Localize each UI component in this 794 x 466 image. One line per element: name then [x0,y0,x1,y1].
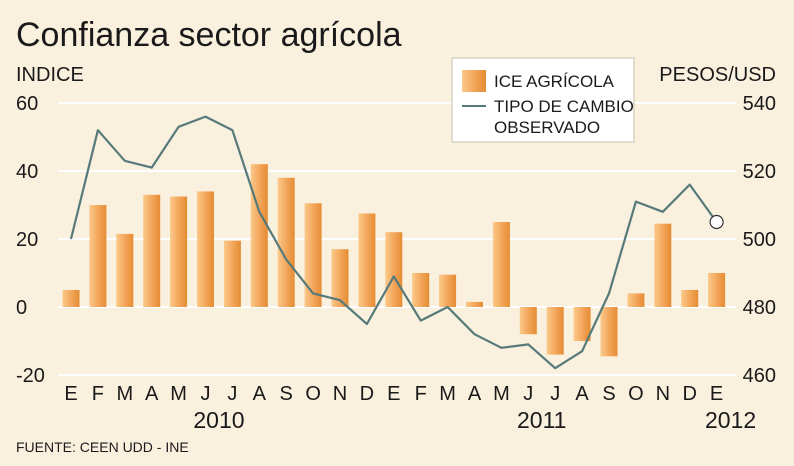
month-label: A [253,383,267,405]
bar [600,307,618,357]
month-label: F [415,383,427,405]
bar [492,222,510,307]
left-tick-label: -20 [16,365,45,387]
bar [708,273,726,307]
left-tick-label: 0 [16,297,27,319]
left-axis-title: INDICE [16,64,84,86]
left-tick-label: 40 [16,161,38,183]
bar [304,203,322,307]
bar [466,301,483,307]
legend-line-label-1: TIPO DE CAMBIO [494,97,634,116]
month-label: M [116,383,133,405]
last-point-marker [709,214,724,230]
right-tick-label: 460 [743,365,776,387]
month-label: O [305,383,321,405]
month-label: E [710,383,723,405]
source-note: FUENTE: CEEN UDD - INE [16,439,189,455]
right-tick-label: 520 [743,161,776,183]
bar [546,307,564,355]
bar [573,307,591,341]
year-label: 2010 [193,407,244,433]
month-label: J [550,383,560,405]
bar [654,223,672,307]
month-label: E [64,383,77,405]
bar [331,249,349,307]
month-label: F [92,383,104,405]
bar [385,232,403,307]
right-tick-label: 480 [743,297,776,319]
month-label: M [493,383,510,405]
month-label: A [468,383,482,405]
bar [277,177,295,307]
chart-title: Confianza sector agrícola [16,16,402,54]
bar [223,240,241,307]
legend-bar-swatch [462,70,486,92]
month-label: M [439,383,456,405]
month-label: A [145,383,159,405]
month-label: D [360,383,374,405]
legend: ICE AGRÍCOLA TIPO DE CAMBIO OBSERVADO [451,57,635,143]
legend-bar-label: ICE AGRÍCOLA [494,72,615,91]
month-label: N [333,383,347,405]
left-tick-label: 60 [16,93,38,115]
year-axis-labels: 2010 2011 2012 [193,407,756,433]
bar [197,191,214,307]
month-label: J [523,383,533,405]
bar [412,273,430,307]
month-label: O [628,383,644,405]
month-label: E [387,383,400,405]
right-axis-title: PESOS/USD [659,64,776,86]
bar [627,293,645,307]
legend-line-label-2: OBSERVADO [494,118,600,137]
right-axis-ticks: 540 520 500 480 460 [743,93,776,387]
bar [358,213,376,307]
exchange-rate-line [69,115,718,370]
bar [519,307,537,335]
year-label: 2011 [517,407,566,433]
bar-series [62,164,726,357]
month-label: N [656,383,670,405]
bar [89,205,107,307]
bar [62,290,80,307]
bar [143,194,161,307]
month-label: S [280,383,293,405]
month-label: J [201,383,211,405]
bar [116,233,134,307]
right-tick-label: 540 [743,93,776,115]
month-label: S [602,383,615,405]
right-tick-label: 500 [743,229,776,251]
bar [681,290,699,307]
line-series [69,115,724,370]
year-label: 2012 [705,407,756,433]
bar [250,164,268,307]
month-label: J [227,383,237,405]
month-label: A [575,383,589,405]
left-tick-label: 20 [16,229,38,251]
bar [170,196,188,307]
left-axis-ticks: 60 40 20 0 -20 [16,93,45,387]
month-label: D [682,383,696,405]
bar [439,274,457,307]
month-label: M [170,383,187,405]
